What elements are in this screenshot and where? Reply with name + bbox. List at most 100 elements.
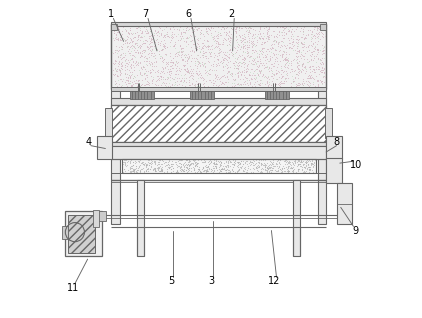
Point [244, 67, 251, 72]
Point [157, 166, 164, 171]
Point [233, 50, 240, 55]
Bar [111, 24, 327, 89]
Point [181, 72, 188, 77]
Point [247, 25, 254, 31]
Point [257, 48, 264, 53]
Point [321, 67, 327, 72]
Point [268, 161, 275, 166]
Point [133, 40, 140, 45]
Point [143, 163, 149, 168]
Point [126, 41, 133, 46]
Point [219, 166, 225, 171]
Point [251, 162, 257, 168]
Point [196, 80, 203, 85]
Point [312, 83, 319, 88]
Point [208, 33, 215, 38]
Point [249, 61, 256, 66]
Point [245, 28, 252, 33]
Point [149, 79, 155, 84]
Point [131, 49, 138, 54]
Point [233, 66, 239, 71]
Point [298, 158, 304, 163]
Point [139, 66, 146, 72]
Point [124, 29, 131, 34]
Point [295, 36, 302, 41]
Point [287, 24, 293, 29]
Point [197, 49, 204, 54]
Point [174, 163, 181, 168]
Point [224, 70, 230, 75]
Point [143, 79, 150, 84]
Point [172, 74, 179, 79]
Point [232, 29, 238, 34]
Point [201, 83, 208, 88]
Point [275, 61, 281, 66]
Point [239, 85, 246, 90]
Point [269, 63, 276, 68]
Point [304, 59, 311, 65]
Point [254, 32, 261, 37]
Point [261, 164, 268, 169]
Point [292, 76, 298, 81]
Point [222, 56, 229, 61]
Point [181, 67, 188, 72]
Point [300, 161, 306, 166]
Point [273, 72, 279, 77]
Point [157, 169, 163, 174]
Point [205, 56, 211, 61]
Point [252, 60, 258, 65]
Point [307, 64, 314, 69]
Point [178, 79, 184, 84]
Point [236, 46, 243, 51]
Point [247, 24, 254, 29]
Point [278, 168, 284, 173]
Point [203, 169, 209, 174]
Point [194, 82, 200, 87]
Point [273, 33, 279, 38]
Point [132, 41, 138, 46]
Point [298, 26, 304, 31]
Point [178, 36, 185, 41]
Point [160, 56, 167, 61]
Point [268, 42, 275, 47]
Point [292, 170, 299, 175]
Point [295, 80, 301, 86]
Point [227, 70, 234, 75]
Point [168, 59, 175, 65]
Point [273, 38, 279, 43]
Point [276, 80, 282, 85]
Point [292, 85, 298, 90]
Point [145, 31, 152, 36]
Point [185, 26, 192, 31]
Point [250, 38, 257, 43]
Point [212, 161, 219, 166]
Point [176, 27, 183, 32]
Point [167, 66, 174, 72]
Point [280, 50, 287, 55]
Point [172, 45, 179, 50]
Point [246, 81, 253, 86]
Point [265, 165, 272, 170]
Point [238, 82, 244, 87]
Point [235, 81, 242, 86]
Point [201, 38, 208, 43]
Point [206, 68, 212, 73]
Point [241, 24, 247, 29]
Point [237, 59, 243, 65]
Point [134, 50, 141, 55]
Point [118, 53, 124, 58]
Point [294, 54, 301, 59]
Point [158, 167, 165, 172]
Point [194, 26, 200, 31]
Point [157, 158, 163, 163]
Point [276, 83, 283, 88]
Point [118, 83, 124, 88]
Point [310, 63, 317, 68]
Point [192, 159, 199, 164]
Point [138, 82, 145, 87]
Point [273, 161, 280, 166]
Point [280, 51, 287, 56]
Point [274, 55, 281, 60]
Point [140, 162, 147, 167]
Text: 7: 7 [143, 9, 149, 19]
